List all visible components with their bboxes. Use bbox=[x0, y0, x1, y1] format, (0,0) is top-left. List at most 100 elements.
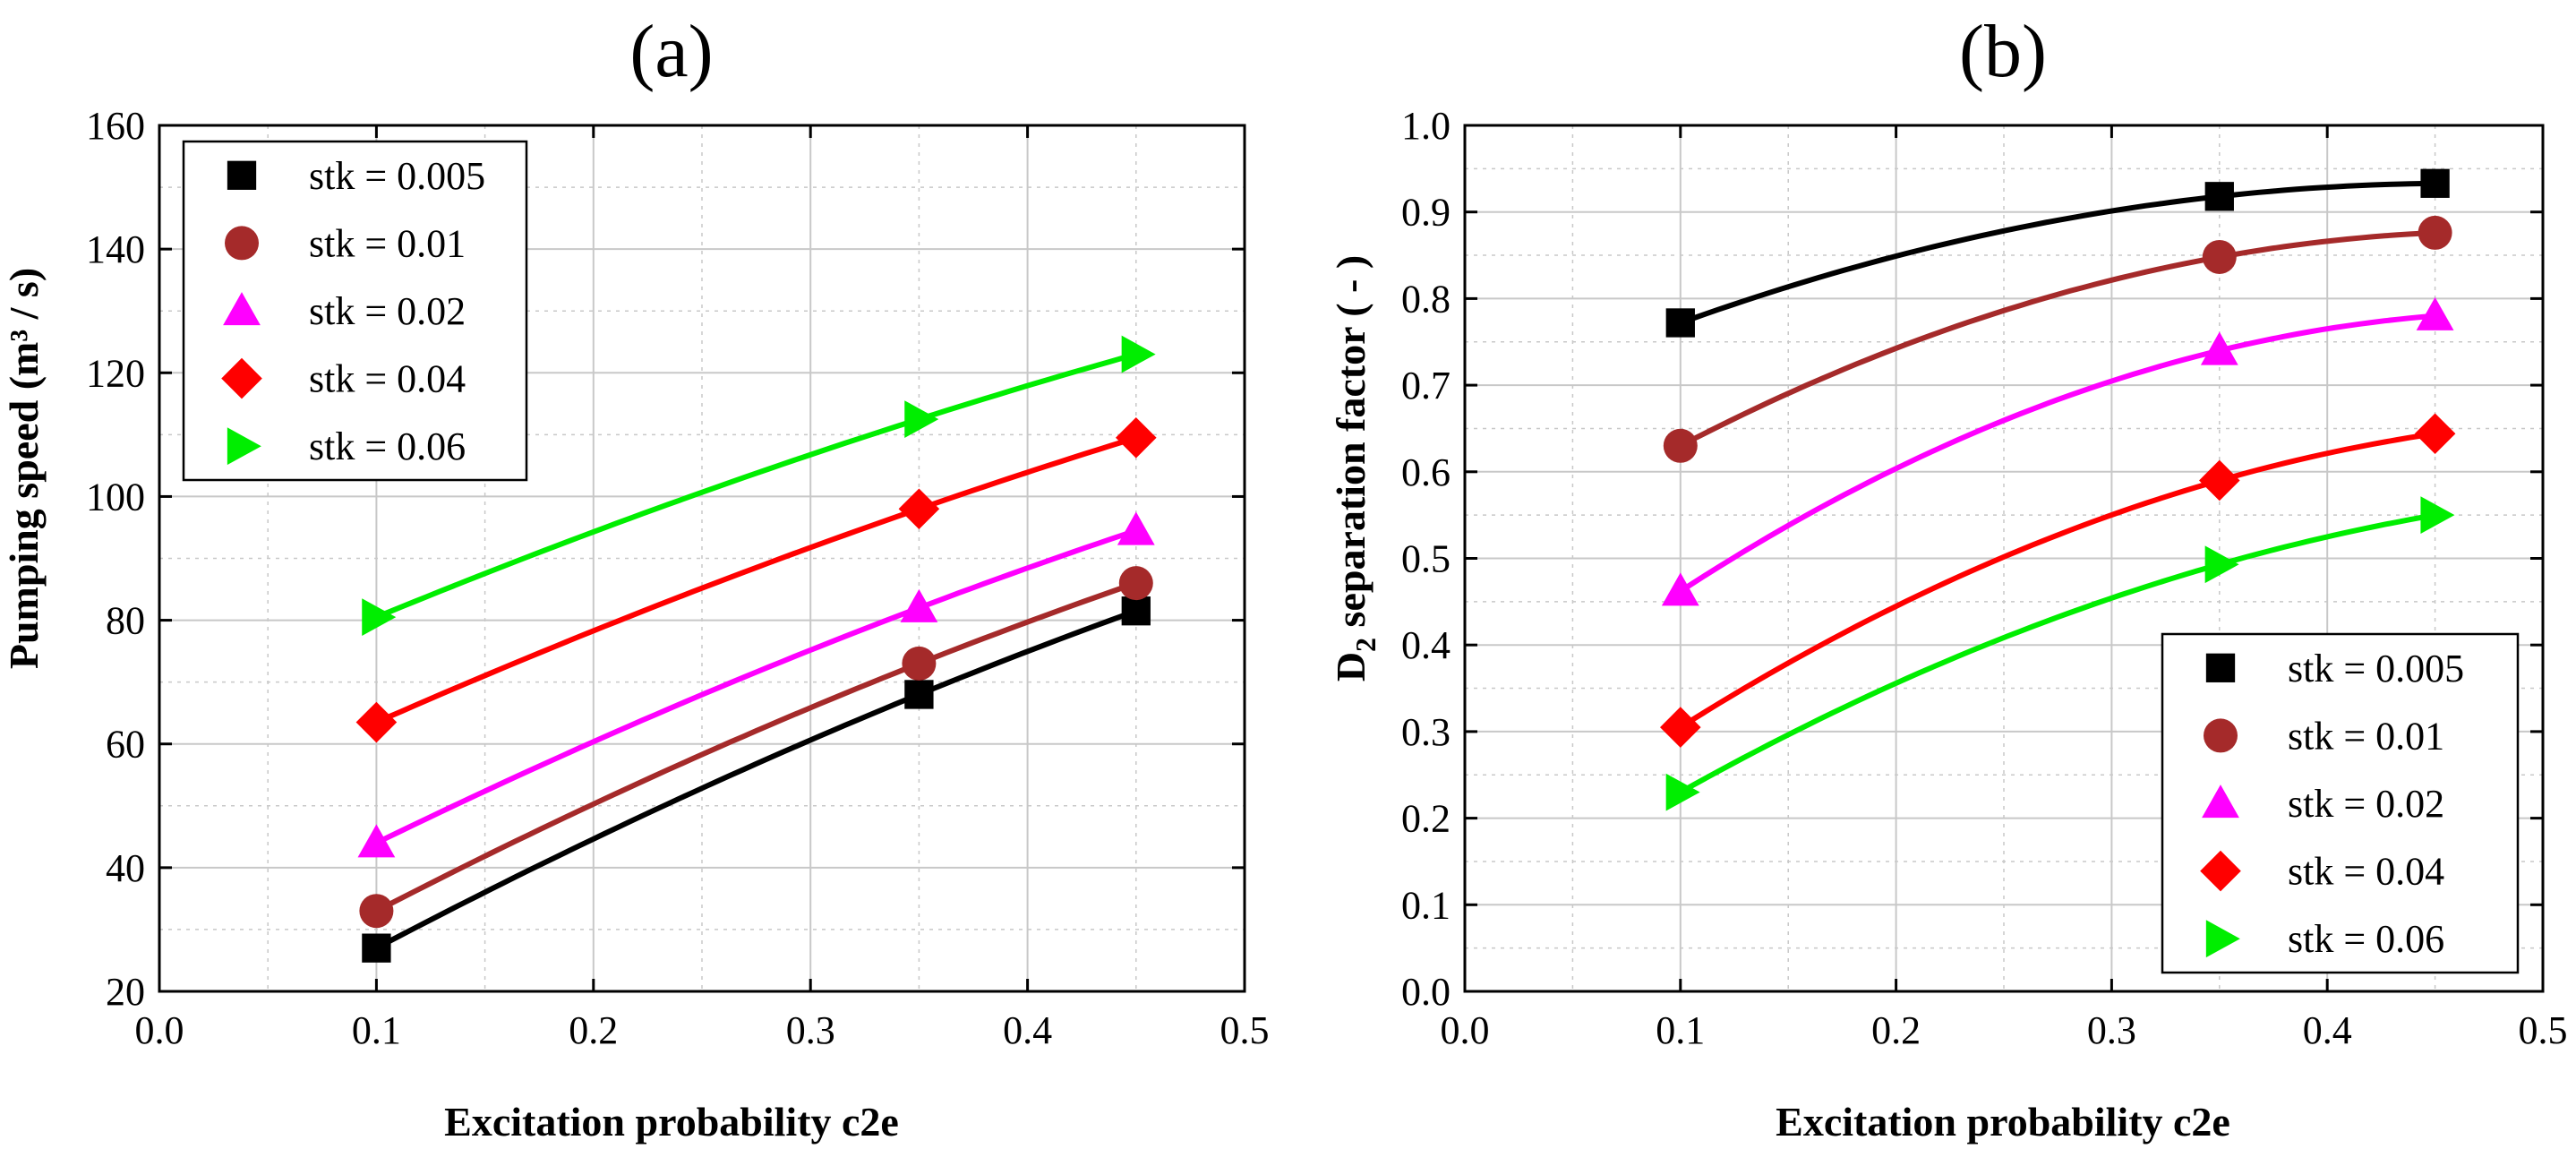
y-tick-label: 0.5 bbox=[1401, 537, 1451, 581]
y-axis-title-a: Pumping speed (m³ / s) bbox=[1, 268, 47, 669]
y-tick-label: 120 bbox=[86, 351, 145, 395]
ticks-a bbox=[158, 124, 1246, 993]
legend-label-a-2: stk = 0.02 bbox=[309, 289, 466, 333]
x-tick-label: 0.3 bbox=[786, 1008, 835, 1052]
data-point-b-4-2 bbox=[2420, 496, 2455, 535]
data-point-a-2-1 bbox=[900, 588, 938, 622]
series-line-a-2 bbox=[375, 527, 1137, 845]
series-line-b-0 bbox=[1679, 180, 2435, 326]
y-tick-label: 40 bbox=[106, 846, 145, 890]
series-lines-b bbox=[1679, 180, 2436, 795]
data-point-b-0-2 bbox=[2420, 168, 2450, 198]
series-line-a-0 bbox=[374, 608, 1137, 951]
x-axis-title-a: Excitation probability c2e bbox=[444, 1099, 899, 1145]
series-line-b-2 bbox=[1679, 313, 2435, 594]
legend-marker-b-3 bbox=[2200, 850, 2241, 892]
x-tick-label: 0.0 bbox=[135, 1008, 184, 1052]
legend-marker-a-3 bbox=[221, 357, 262, 399]
data-point-a-0-1 bbox=[904, 680, 934, 709]
series-line-a-3 bbox=[375, 434, 1137, 725]
data-point-b-3-0 bbox=[1660, 707, 1701, 748]
x-axis-title-b: Excitation probability c2e bbox=[1776, 1099, 2230, 1145]
y-axis-title-b-subscript: 2 bbox=[1349, 638, 1382, 652]
y-tick-label: 0.2 bbox=[1401, 797, 1451, 841]
y-tick-label: 100 bbox=[86, 475, 145, 519]
legend-label-b-2: stk = 0.02 bbox=[2288, 782, 2444, 826]
data-point-b-4-1 bbox=[2204, 545, 2239, 584]
data-point-b-1-2 bbox=[2418, 215, 2452, 250]
panel-a: (a) 0.0 0.1 0.2 0.3 0.4 0.5 20 40 60 80 100 120 140 1… bbox=[1, 10, 1270, 1145]
data-point-a-2-2 bbox=[1117, 511, 1155, 545]
legend-label-a-3: stk = 0.04 bbox=[309, 357, 466, 401]
x-tick-label: 0.4 bbox=[1003, 1008, 1052, 1052]
y-axis-title-b-prefix: D bbox=[1328, 652, 1374, 682]
series-line-b-1 bbox=[1679, 229, 2435, 449]
legend-marker-a-1 bbox=[225, 226, 259, 261]
x-tick-label: 0.2 bbox=[1871, 1008, 1921, 1052]
series-line-a-1 bbox=[375, 580, 1137, 913]
series-line-a-4 bbox=[375, 351, 1137, 620]
legend-marker-b-1 bbox=[2204, 718, 2238, 753]
data-point-b-2-1 bbox=[2200, 331, 2238, 365]
legend-marker-a-0 bbox=[227, 160, 257, 190]
x-tick-label: 0.0 bbox=[1441, 1008, 1490, 1052]
data-point-b-1-0 bbox=[1663, 428, 1698, 463]
x-tick-label: 0.1 bbox=[1656, 1008, 1705, 1052]
legend-label-b-4: stk = 0.06 bbox=[2288, 917, 2444, 961]
data-point-b-1-1 bbox=[2202, 239, 2237, 274]
y-tick-label: 140 bbox=[86, 227, 145, 271]
legend-marker-a-4 bbox=[227, 427, 261, 466]
legend-label-a-1: stk = 0.01 bbox=[309, 221, 466, 265]
data-point-b-4-0 bbox=[1665, 773, 1700, 811]
y-tick-label: 60 bbox=[106, 723, 145, 767]
legend-marker-a-2 bbox=[223, 292, 261, 326]
data-point-a-1-1 bbox=[902, 646, 937, 681]
y-tick-label: 80 bbox=[106, 599, 145, 643]
legend-marker-b-2 bbox=[2202, 784, 2239, 819]
x-tick-label: 0.2 bbox=[569, 1008, 618, 1052]
data-point-b-3-1 bbox=[2199, 459, 2240, 502]
y-tick-label: 0.7 bbox=[1401, 364, 1451, 407]
legend-label-a-4: stk = 0.06 bbox=[309, 424, 466, 468]
data-point-a-1-2 bbox=[1118, 566, 1153, 601]
data-point-a-3-1 bbox=[898, 488, 940, 530]
legend-marker-b-0 bbox=[2205, 653, 2236, 682]
x-tick-label: 0.5 bbox=[1220, 1008, 1270, 1052]
tick-labels-b: 0.0 0.1 0.2 0.3 0.4 0.5 0.0 0.1 0.2 0.3 0.4 0.5 0.6 0… bbox=[1401, 104, 2568, 1052]
series-lines-a bbox=[374, 351, 1137, 951]
legend-label-a-0: stk = 0.005 bbox=[309, 154, 485, 198]
y-tick-label: 0.9 bbox=[1401, 191, 1451, 235]
y-tick-label: 1.0 bbox=[1401, 104, 1451, 148]
y-axis-title-b-suffix: separation factor ( - ) bbox=[1328, 255, 1374, 638]
y-tick-label: 0.8 bbox=[1401, 277, 1451, 321]
legend-b: stk = 0.005 stk = 0.01 stk = 0.02 stk = 0.0… bbox=[2161, 632, 2520, 974]
y-tick-label: 0.4 bbox=[1401, 623, 1451, 667]
data-point-a-0-0 bbox=[362, 933, 391, 963]
series-line-b-4 bbox=[1679, 512, 2436, 795]
ticks-b bbox=[1463, 124, 2545, 993]
series-line-b-3 bbox=[1679, 431, 2436, 730]
tick-labels-a: 0.0 0.1 0.2 0.3 0.4 0.5 20 40 60 80 100 120 140 160 bbox=[86, 104, 1270, 1052]
y-tick-label: 160 bbox=[86, 104, 145, 148]
x-tick-label: 0.3 bbox=[2087, 1008, 2136, 1052]
panel-b: (b) 0.0 0.1 0.2 0.3 0.4 0.5 0.0 0.1 0.2 0.3 0.4 0.5… bbox=[1328, 10, 2568, 1145]
data-point-a-3-2 bbox=[1116, 417, 1157, 459]
legend-marker-b-4 bbox=[2205, 920, 2240, 958]
y-tick-label: 0.3 bbox=[1401, 710, 1451, 754]
y-tick-label: 0.1 bbox=[1401, 883, 1451, 927]
data-point-a-2-0 bbox=[357, 824, 396, 858]
y-tick-label: 0.6 bbox=[1401, 450, 1451, 494]
data-point-b-0-1 bbox=[2204, 182, 2234, 211]
panel-label-b: (b) bbox=[1959, 10, 2047, 93]
x-tick-label: 0.4 bbox=[2303, 1008, 2352, 1052]
data-point-b-2-2 bbox=[2416, 296, 2454, 330]
data-point-b-2-0 bbox=[1661, 572, 1699, 606]
x-tick-label: 0.5 bbox=[2519, 1008, 2568, 1052]
plot-frame-a bbox=[158, 124, 1246, 993]
legend-label-b-3: stk = 0.04 bbox=[2288, 850, 2444, 894]
data-point-a-0-2 bbox=[1121, 596, 1151, 626]
series-markers-b bbox=[1660, 168, 2456, 811]
y-tick-label: 0.0 bbox=[1401, 970, 1451, 1014]
legend-label-b-0: stk = 0.005 bbox=[2288, 647, 2464, 690]
